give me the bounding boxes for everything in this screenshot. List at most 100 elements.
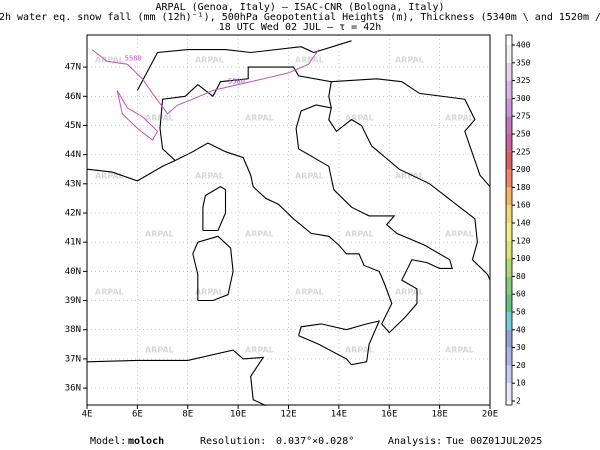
colorbar-label: 350 <box>516 58 531 67</box>
colorbar-label: 40 <box>516 325 526 334</box>
colorbar-label: 80 <box>516 272 526 281</box>
watermark: ARPAL <box>345 230 374 239</box>
colorbar-label: 100 <box>516 254 531 263</box>
map: ARPAL ARPAL ARPAL ARPAL ARPAL ARPAL ARPAL ARPAL… <box>86 35 491 407</box>
title-line: 18 UTC Wed 02 JUL — τ = 42h <box>219 22 382 33</box>
y-tick-label: 43N <box>65 179 81 189</box>
colorbar-label: 60 <box>516 290 526 299</box>
watermark: ARPAL <box>195 56 224 65</box>
colorbar-label: 160 <box>516 201 531 210</box>
colorbar-segment <box>506 383 512 401</box>
watermark: ARPAL <box>145 114 174 123</box>
y-tick-label: 44N <box>65 150 81 160</box>
colorbar-segment <box>506 205 512 223</box>
colorbar-segment <box>506 329 512 348</box>
watermark: ARPAL <box>145 230 174 239</box>
coastline <box>86 349 267 407</box>
coastline <box>86 104 491 334</box>
contour-label: 5580 <box>228 78 245 86</box>
coastline <box>192 235 234 302</box>
colorbar-label: 300 <box>516 94 531 103</box>
colorbar-segment <box>506 98 512 117</box>
colorbar-segment <box>506 116 512 134</box>
watermark: ARPAL <box>345 114 374 123</box>
y-tick-label: 45N <box>65 121 81 131</box>
colorbar-label: 200 <box>516 165 531 174</box>
colorbar-segment <box>506 240 512 259</box>
footer-value: Tue 00Z01JUL2025 <box>446 436 542 447</box>
colorbar-label: 140 <box>516 219 531 228</box>
colorbar-segment <box>506 169 512 188</box>
colorbar-segment <box>506 223 512 241</box>
y-tick-label: 42N <box>65 208 81 218</box>
x-tick-label: 10E <box>230 410 246 420</box>
watermark: ARPAL <box>295 172 324 181</box>
watermark: ARPAL <box>445 346 474 355</box>
colorbar-segment <box>506 294 512 312</box>
coastline <box>136 40 352 91</box>
colorbar-frame <box>505 34 513 406</box>
x-tick-label: 4E <box>82 410 93 420</box>
footer-value: moloch <box>128 436 164 447</box>
colorbar-label: 225 <box>516 147 531 156</box>
title-line: 12h water eq. snow fall (mm (12h)⁻¹), 50… <box>0 12 600 23</box>
colorbar-segment <box>506 151 512 170</box>
contour <box>91 49 320 115</box>
watermark: ARPAL <box>195 288 224 297</box>
coastline <box>298 320 381 366</box>
colorbar-segment <box>506 134 512 152</box>
colorbar-segment <box>506 312 512 330</box>
watermark: ARPAL <box>245 114 274 123</box>
watermark: ARPAL <box>195 172 224 181</box>
y-tick-label: 46N <box>65 92 81 102</box>
coastline <box>331 78 491 188</box>
colorbar-segment <box>506 365 512 384</box>
watermark: ARPAL <box>245 346 274 355</box>
colorbar-label: 30 <box>516 343 526 352</box>
colorbar-segment <box>506 347 512 366</box>
colorbar-segment <box>506 62 512 81</box>
colorbar-label: 400 <box>516 41 531 50</box>
y-tick-label: 38N <box>65 325 81 335</box>
colorbar-segment <box>506 187 512 206</box>
footer-label: Model: <box>90 436 126 447</box>
x-tick-label: 8E <box>182 410 193 420</box>
x-tick-label: 12E <box>280 410 296 420</box>
y-tick-label: 39N <box>65 296 81 306</box>
x-tick-label: 18E <box>431 410 447 420</box>
title-line: ARPAL (Genoa, Italy) — ISAC-CNR (Bologna… <box>156 2 445 13</box>
colorbar-label: 325 <box>516 76 531 85</box>
contour-label: 5580 <box>125 54 142 62</box>
coastline <box>202 186 227 232</box>
colorbar-label: 250 <box>516 130 531 139</box>
watermark: ARPAL <box>295 288 324 297</box>
y-tick-label: 40N <box>65 267 81 277</box>
footer-label: Analysis: <box>388 436 442 447</box>
x-tick-label: 16E <box>381 410 397 420</box>
colorbar-label: 50 <box>516 308 526 317</box>
x-tick-label: 14E <box>331 410 347 420</box>
watermark: ARPAL <box>395 56 424 65</box>
watermark: ARPAL <box>445 230 474 239</box>
watermark: ARPAL <box>445 114 474 123</box>
colorbar-label: 20 <box>516 361 526 370</box>
watermark: ARPAL <box>245 230 274 239</box>
colorbar-segment <box>506 45 512 63</box>
watermark: ARPAL <box>145 346 174 355</box>
watermark: ARPAL <box>395 172 424 181</box>
colorbar-segment <box>506 258 512 277</box>
colorbar-label: 10 <box>516 379 526 388</box>
watermark: ARPAL <box>95 288 124 297</box>
watermark: ARPAL <box>295 56 324 65</box>
y-tick-label: 47N <box>65 63 81 73</box>
footer-label: Resolution: <box>200 436 266 447</box>
footer-value: 0.037°×0.028° <box>276 436 354 447</box>
colorbar-label: 180 <box>516 183 531 192</box>
contour <box>116 90 159 141</box>
colorbar-segment <box>506 80 512 99</box>
watermark: ARPAL <box>395 288 424 297</box>
colorbar-label: 2 <box>516 397 521 406</box>
coastline <box>159 66 332 161</box>
y-tick-label: 36N <box>65 384 81 394</box>
